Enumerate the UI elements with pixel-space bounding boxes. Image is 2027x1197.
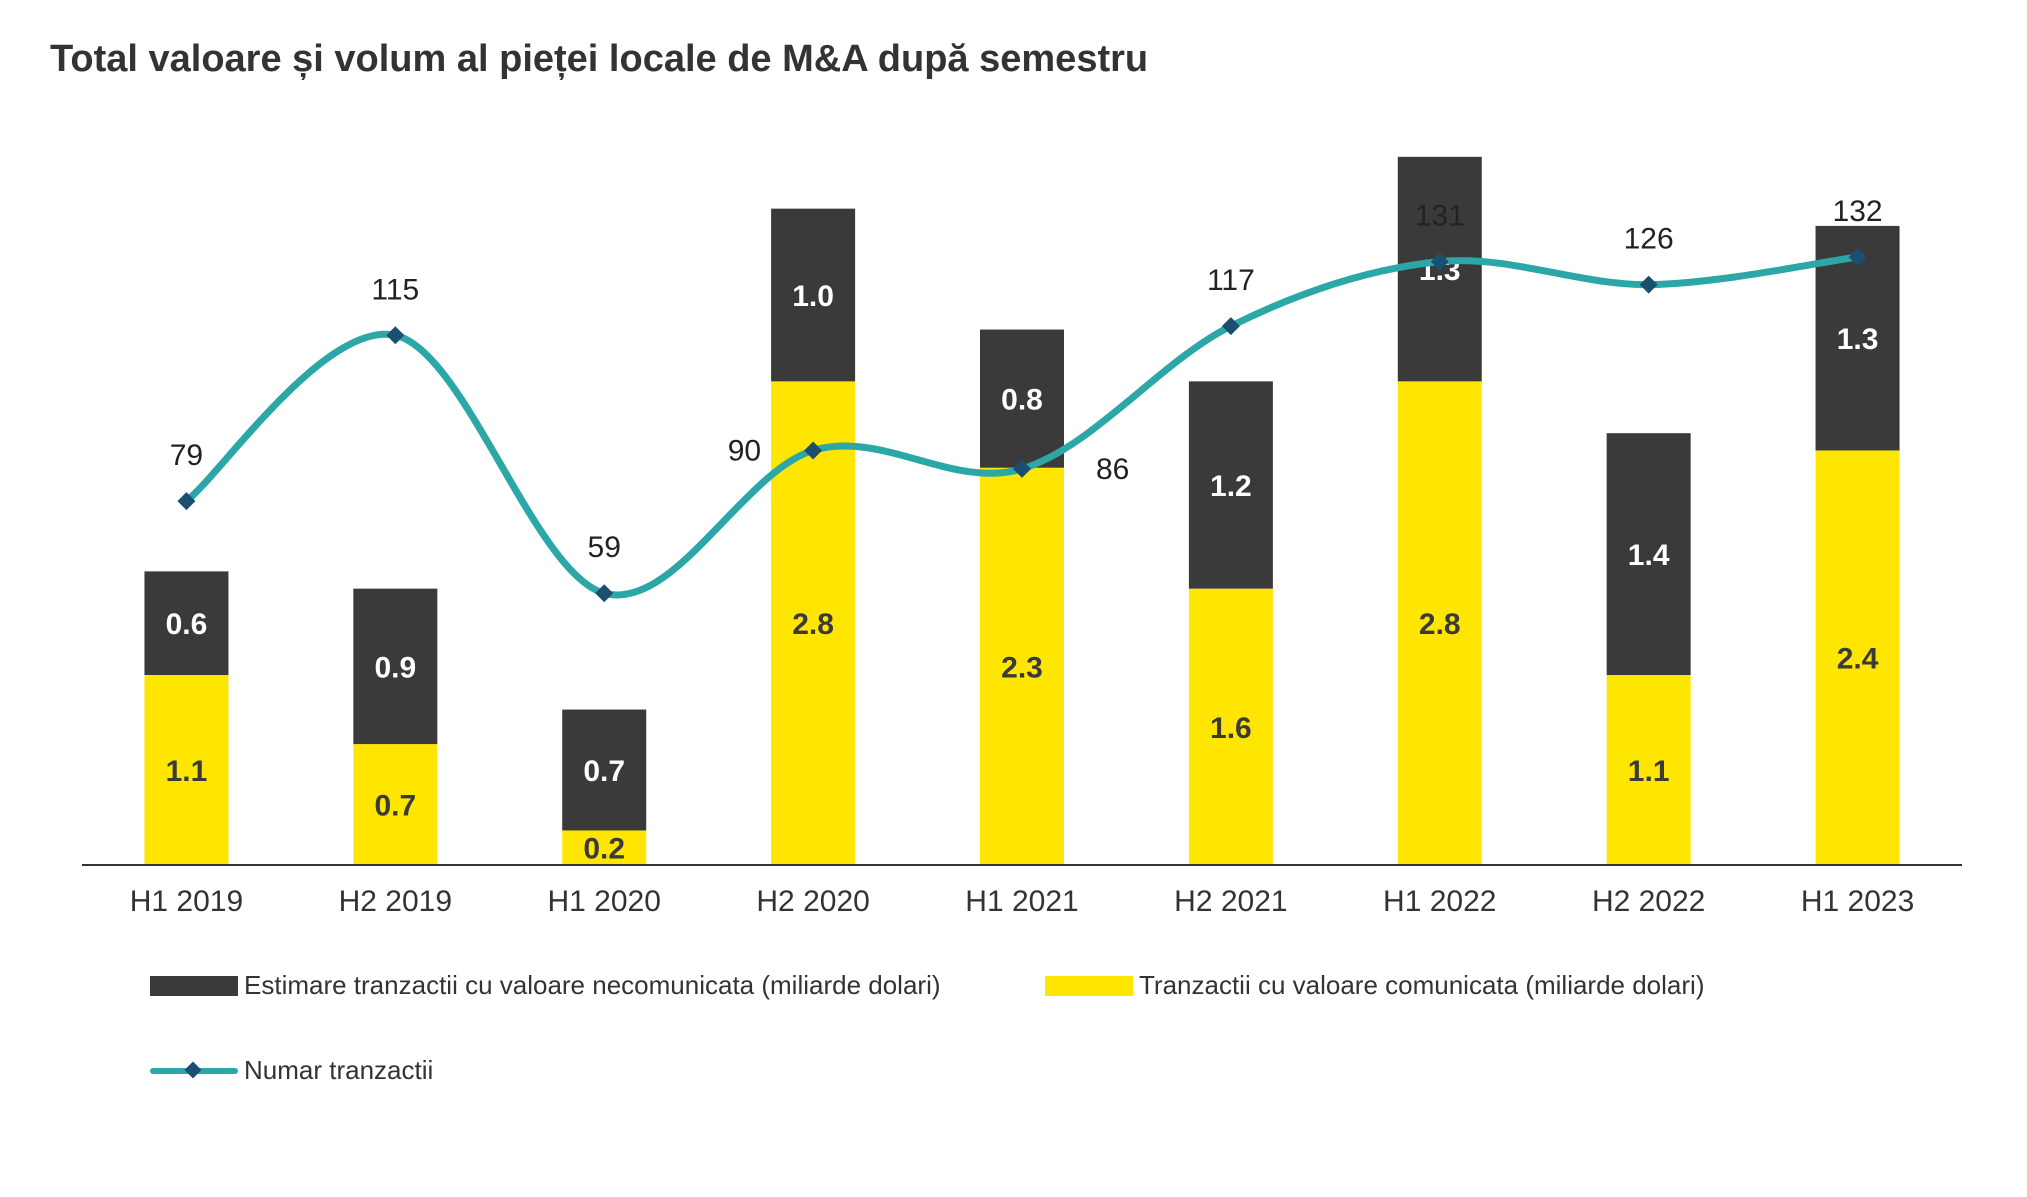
bar-label-reported-5: 1.6	[1210, 712, 1252, 745]
legend-swatch-unreported	[150, 975, 238, 996]
bar-label-unreported-4: 0.8	[1001, 384, 1043, 417]
bar-reported-6	[1397, 381, 1482, 865]
line-label-5: 117	[1207, 264, 1255, 297]
bar-unreported-7	[1606, 433, 1691, 675]
line-marker-4	[1013, 459, 1031, 478]
line-marker-3	[804, 441, 823, 460]
bar-unreported-2	[562, 709, 647, 831]
bar-label-reported-0: 1.1	[166, 755, 208, 788]
line-label-2: 59	[588, 531, 621, 564]
legend-item-unreported: Estimare tranzactii cu valoare necomunic…	[150, 970, 941, 1001]
bar-unreported-5	[1188, 381, 1273, 589]
line-label-3: 90	[728, 434, 761, 467]
line-label-0: 79	[170, 439, 203, 472]
legend-label-unreported: Estimare tranzactii cu valoare necomunic…	[244, 970, 941, 1000]
axis-layer: H1 2019 H2 2019 H1 2020 H2 2020 H1 2021 H2 20…	[82, 864, 1962, 918]
line-marker-2	[595, 584, 614, 603]
bar-reported-4	[980, 467, 1064, 865]
bar-reported-8	[1815, 450, 1900, 865]
x-tick-label-1: H2 2019	[339, 885, 452, 918]
bar-label-reported-2: 0.2	[583, 833, 625, 866]
bar-reported-5	[1188, 588, 1273, 865]
line-count-path	[182, 253, 1862, 599]
bar-label-reported-4: 2.3	[1001, 651, 1043, 684]
bar-label-unreported-5: 1.2	[1210, 470, 1252, 503]
line-layer: 79 115 59 90 86 117 131 126 132	[170, 195, 1883, 603]
bar-label-unreported-8: 1.3	[1837, 323, 1879, 356]
x-tick-label-7: H2 2022	[1592, 885, 1705, 918]
chart-title: Total valoare și volum al pieței locale …	[50, 38, 1149, 80]
bar-unreported-3	[771, 208, 856, 382]
bar-label-reported-6: 2.8	[1419, 608, 1461, 641]
x-tick-label-2: H1 2020	[548, 885, 661, 918]
line-marker-6	[1430, 252, 1449, 271]
x-tick-label-3: H2 2020	[756, 885, 869, 918]
bar-unreported-4	[980, 329, 1064, 468]
bar-reported-1	[353, 744, 438, 865]
line-marker-7	[1639, 275, 1658, 294]
bar-reported-2	[562, 830, 647, 865]
bar-label-unreported-0: 0.6	[166, 608, 208, 641]
bar-reported-0	[144, 675, 229, 865]
line-label-4: 86	[1096, 453, 1129, 486]
line-label-6: 131	[1415, 200, 1465, 233]
x-tick-label-0: H1 2019	[130, 885, 243, 918]
bars-layer: 1.1 0.6 0.7 0.9 0.2 0.7 2.8 1.0 2.3 0.8 1.6 1.2 2.8 1…	[144, 156, 1900, 866]
legend-label-count: Numar tranzactii	[244, 1055, 434, 1085]
bar-label-unreported-7: 1.4	[1628, 539, 1670, 572]
legend-swatch-reported	[1045, 975, 1133, 996]
legend-item-count: Numar tranzactii	[150, 1055, 433, 1086]
line-marker-5	[1221, 317, 1240, 336]
bar-label-reported-3: 2.8	[792, 608, 834, 641]
bar-unreported-0	[144, 571, 229, 675]
line-label-7: 126	[1624, 223, 1674, 256]
bar-label-reported-8: 2.4	[1837, 643, 1879, 676]
bar-label-unreported-2: 0.7	[583, 755, 625, 788]
line-marker-0	[177, 492, 196, 511]
line-marker-8	[1848, 248, 1867, 266]
bar-label-reported-7: 1.1	[1628, 755, 1670, 788]
x-tick-label-4: H1 2021	[965, 885, 1078, 918]
line-label-8: 132	[1833, 195, 1883, 228]
bar-label-unreported-3: 1.0	[792, 280, 834, 313]
legend-item-reported: Tranzactii cu valoare comunicata (miliar…	[1045, 970, 1704, 1001]
legend-label-reported: Tranzactii cu valoare comunicata (miliar…	[1139, 970, 1705, 1000]
bar-reported-7	[1606, 675, 1691, 865]
bar-unreported-1	[353, 588, 438, 745]
bar-label-unreported-1: 0.9	[374, 651, 416, 684]
x-tick-label-6: H1 2022	[1383, 885, 1496, 918]
line-marker-1	[386, 326, 405, 345]
line-label-1: 115	[371, 273, 419, 306]
bar-label-reported-1: 0.7	[374, 790, 416, 823]
x-tick-label-8: H1 2023	[1801, 885, 1914, 918]
x-tick-label-5: H2 2021	[1174, 885, 1287, 918]
legend-swatch-count	[150, 1061, 238, 1081]
